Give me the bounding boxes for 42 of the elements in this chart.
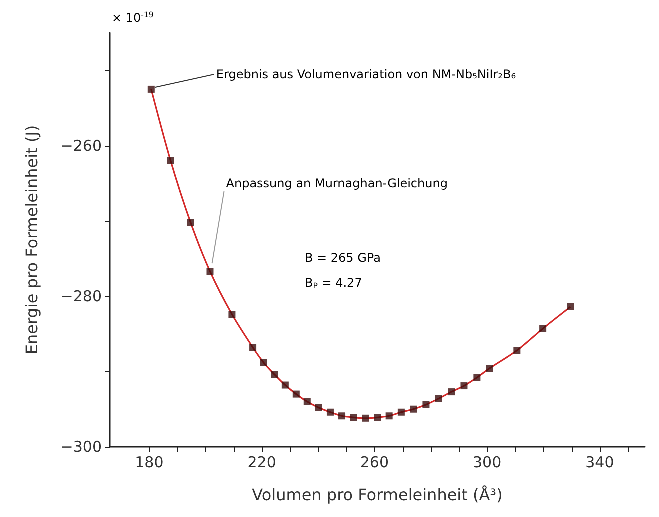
point [386, 412, 393, 420]
x-tick-label: 340 [586, 454, 614, 472]
point [410, 406, 418, 413]
point [304, 398, 311, 406]
point [292, 390, 300, 398]
point [260, 359, 268, 366]
point [540, 325, 547, 332]
x-axis-title: Volumen pro Formeleinheit (Å³) [252, 486, 503, 504]
point [460, 382, 468, 390]
point [486, 365, 494, 372]
x-tick-label: 260 [360, 454, 390, 472]
annotation: Anpassung an Murnaghan-Gleichung [226, 176, 448, 191]
point [148, 86, 155, 93]
y-tick-label: −300 [60, 438, 102, 456]
point [435, 395, 442, 402]
x-tick-label: 300 [472, 454, 502, 472]
x-tick-label: 220 [248, 454, 276, 472]
point [338, 412, 346, 420]
y-tick-label: −260 [60, 136, 102, 155]
point [250, 344, 257, 352]
point [362, 414, 370, 422]
x-tick-label: 180 [135, 454, 164, 472]
point [326, 408, 334, 416]
point [474, 374, 481, 382]
point [448, 388, 456, 396]
point [374, 414, 381, 422]
point [206, 268, 214, 276]
point [422, 401, 430, 408]
point [398, 408, 405, 416]
point [167, 157, 174, 164]
y-tick-label: −280 [60, 287, 102, 306]
y-axis-title: Energie pro Formeleinheit (J) [22, 125, 42, 355]
annotation: Ergebnis aus Volumenvariation von NM-Nb₅NiIr₂B₆ [216, 67, 516, 82]
point [271, 371, 278, 378]
point [228, 311, 236, 318]
point [282, 382, 289, 389]
point [514, 347, 521, 354]
annotation: B = 265 GPa [305, 251, 381, 265]
point [187, 219, 194, 226]
point [315, 404, 322, 412]
point [350, 414, 358, 422]
point [567, 303, 574, 310]
